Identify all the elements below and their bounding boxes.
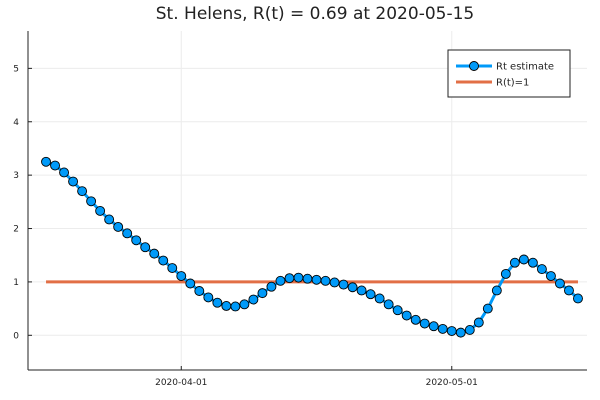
rt-estimate-point bbox=[230, 301, 241, 312]
rt-estimate-point bbox=[104, 214, 115, 225]
rt-estimate-point bbox=[167, 263, 178, 273]
rt-estimate-point bbox=[518, 254, 529, 265]
chart-title: St. Helens, R(t) = 0.69 at 2020-05-15 bbox=[156, 4, 474, 24]
rt-estimate-point bbox=[203, 292, 214, 303]
rt-estimate-point bbox=[176, 271, 187, 281]
rt-estimate-point bbox=[392, 305, 403, 316]
rt-estimate-point bbox=[194, 286, 205, 296]
rt-estimate-point bbox=[527, 257, 538, 268]
rt-estimate-point bbox=[275, 275, 286, 286]
rt-estimate-point bbox=[401, 310, 412, 321]
x-tick-label: 2020-05-01 bbox=[426, 378, 478, 388]
y-tick-label: 1 bbox=[13, 278, 19, 288]
rt-estimate-point bbox=[428, 321, 439, 332]
rt-estimate-point bbox=[545, 271, 556, 281]
rt-estimate-point bbox=[365, 289, 376, 300]
rt-estimate-point bbox=[149, 248, 160, 259]
rt-estimate-point bbox=[356, 285, 367, 296]
rt-estimate-point bbox=[329, 277, 340, 288]
rt-estimate-point bbox=[257, 288, 268, 299]
rt-estimate-point bbox=[338, 279, 349, 290]
rt-estimate-point bbox=[311, 274, 322, 285]
legend: Rt estimate R(t)=1 bbox=[447, 49, 571, 98]
rt-estimate-point bbox=[266, 281, 277, 292]
rt-estimate-point bbox=[437, 323, 448, 334]
rt-estimate-point bbox=[383, 299, 394, 310]
y-tick-label: 3 bbox=[13, 171, 19, 181]
rt-estimate-point bbox=[68, 176, 79, 187]
rt-estimate-point bbox=[573, 293, 583, 304]
legend-label-threshold: R(t)=1 bbox=[496, 78, 529, 89]
rt-estimate-point bbox=[455, 327, 466, 338]
x-tick-label: 2020-04-01 bbox=[155, 378, 207, 388]
legend-box bbox=[447, 49, 571, 98]
rt-estimate-point bbox=[77, 186, 88, 197]
rt-estimate-point bbox=[158, 255, 169, 266]
rt-estimate-point bbox=[221, 300, 232, 311]
y-tick-label: 5 bbox=[13, 64, 19, 74]
rt-estimate-point bbox=[419, 318, 430, 329]
rt-estimate-point bbox=[293, 272, 304, 283]
series-layer bbox=[41, 156, 583, 338]
rt-estimate-point bbox=[464, 325, 475, 335]
rt-estimate-point bbox=[536, 264, 547, 275]
rt-estimate-point bbox=[564, 285, 574, 296]
rt-estimate-line bbox=[45, 160, 579, 335]
y-tick-label: 4 bbox=[13, 118, 19, 128]
rt-estimate-point bbox=[302, 273, 313, 284]
rt-estimate-point bbox=[113, 221, 124, 232]
rt-estimate-point bbox=[555, 278, 565, 289]
rt-estimate-point bbox=[185, 278, 196, 289]
axes: 0 1 2 3 4 5 2020-04-01 2020-05-01 bbox=[13, 31, 587, 388]
rt-estimate-point bbox=[140, 242, 151, 253]
y-tick-label: 0 bbox=[13, 331, 19, 341]
rt-estimate-point bbox=[482, 303, 493, 314]
rt-estimate-point bbox=[509, 257, 520, 268]
rt-estimate-point bbox=[446, 326, 457, 336]
rt-estimate-point bbox=[248, 294, 259, 305]
rt-estimate-point bbox=[122, 228, 133, 239]
rt-estimate-point bbox=[212, 297, 223, 308]
rt-estimate-point bbox=[374, 293, 385, 304]
legend-label-rt-estimate: Rt estimate bbox=[496, 62, 554, 73]
rt-estimate-point bbox=[95, 205, 106, 216]
y-tick-label: 2 bbox=[13, 225, 19, 235]
rt-estimate-point bbox=[347, 282, 358, 293]
rt-estimate-point bbox=[239, 299, 250, 310]
rt-estimate-point bbox=[59, 167, 70, 178]
rt-estimate-point bbox=[491, 285, 502, 296]
rt-estimate-point bbox=[41, 156, 51, 167]
rt-estimate-point bbox=[473, 317, 484, 328]
rt-estimate-point bbox=[500, 268, 511, 279]
rt-estimate-point bbox=[86, 196, 97, 207]
rt-estimate-point bbox=[131, 235, 142, 246]
rt-estimate-point bbox=[50, 160, 60, 171]
rt-estimate-point bbox=[284, 273, 295, 284]
rt-estimate-point bbox=[320, 275, 331, 286]
legend-swatch-rt-marker bbox=[469, 61, 479, 71]
rt-estimate-point bbox=[410, 314, 421, 325]
